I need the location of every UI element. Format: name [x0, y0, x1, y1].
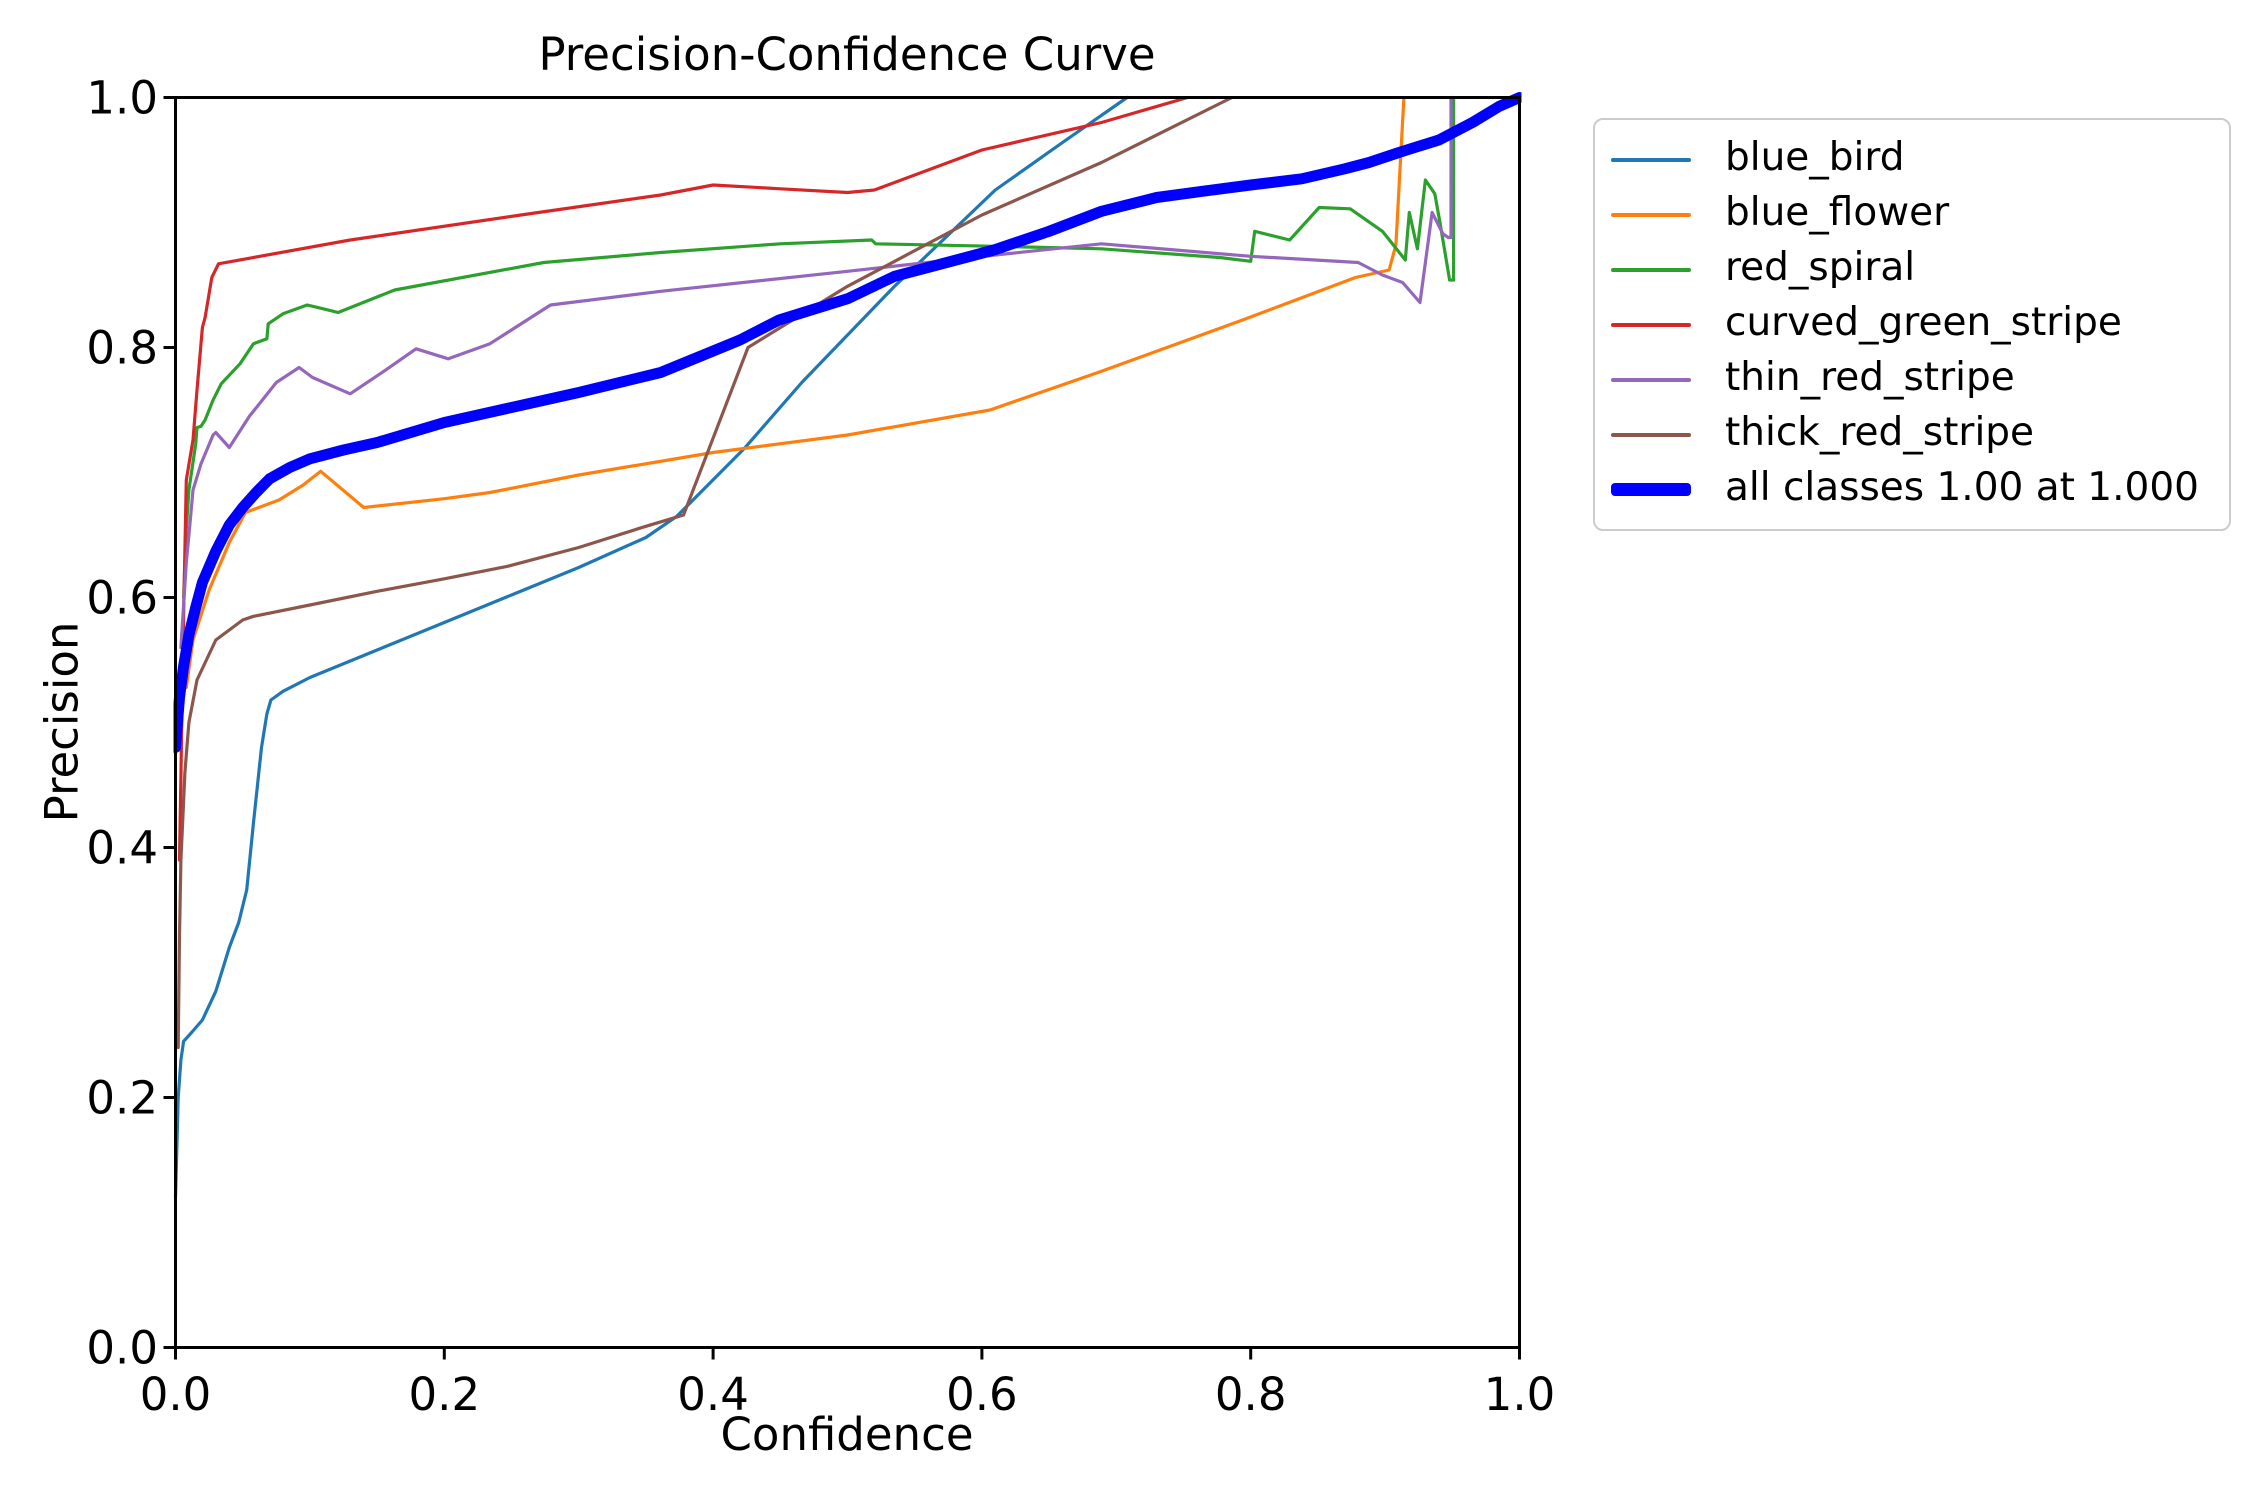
- y-tick-label: 0.2: [86, 1071, 158, 1124]
- legend-label: thick_red_stripe: [1725, 410, 2035, 455]
- legend-swatch: [1611, 157, 1691, 162]
- legend-item: thin_red_stripe: [1611, 352, 2199, 407]
- series-line-all-classes-1.00-at-1.000: [173, 92, 1522, 753]
- legend-item: red_spiral: [1611, 242, 2199, 297]
- legend-label: thin_red_stripe: [1725, 355, 2015, 400]
- legend-swatch: [1611, 377, 1691, 382]
- series-line-blue_flower: [184, 95, 1406, 690]
- y-tick-label: 0.0: [86, 1321, 158, 1374]
- series-line-thick_red_stripe: [176, 95, 1234, 1050]
- legend-item: curved_green_stripe: [1611, 297, 2199, 352]
- y-tick-label: 0.6: [86, 571, 158, 624]
- legend-swatch: [1611, 212, 1691, 217]
- x-tick-label: 0.2: [408, 1368, 481, 1421]
- legend-label: blue_bird: [1725, 135, 1905, 180]
- legend-item: all classes 1.00 at 1.000: [1611, 462, 2199, 517]
- legend-label: curved_green_stripe: [1725, 300, 2122, 345]
- legend-label: blue_flower: [1725, 190, 1950, 235]
- series-line-thin_red_stripe: [179, 95, 1453, 650]
- y-tick-label: 1.0: [86, 71, 158, 124]
- x-tick-label: 0.6: [946, 1368, 1018, 1421]
- x-axis-label: Confidence: [720, 1408, 974, 1461]
- legend-label: red_spiral: [1725, 245, 1916, 290]
- y-tick-label: 0.8: [86, 321, 158, 374]
- y-axis-label: Precision: [35, 621, 89, 823]
- legend-item: blue_flower: [1611, 187, 2199, 242]
- legend: blue_bird blue_flower red_spiral curved_gre…: [1593, 118, 2231, 531]
- chart-title: Precision-Confidence Curve: [538, 28, 1156, 81]
- y-tick-label: 0.4: [86, 821, 158, 874]
- x-tick-label: 1.0: [1483, 1368, 1556, 1421]
- legend-swatch: [1611, 322, 1691, 327]
- plot-frame: [174, 96, 1521, 1349]
- legend-swatch: [1611, 267, 1691, 272]
- x-tick-label: 0.8: [1214, 1368, 1287, 1421]
- legend-item: blue_bird: [1611, 132, 2199, 187]
- series-line-blue_bird: [173, 95, 1129, 1200]
- series-group: [173, 92, 1522, 1200]
- x-tick-label: 0.0: [139, 1368, 212, 1421]
- legend-swatch: [1611, 483, 1691, 496]
- legend-swatch: [1611, 432, 1691, 437]
- legend-label: all classes 1.00 at 1.000: [1725, 465, 2199, 510]
- series-line-red_spiral: [182, 95, 1456, 600]
- legend-item: thick_red_stripe: [1611, 407, 2199, 462]
- x-tick-label: 0.4: [677, 1368, 749, 1421]
